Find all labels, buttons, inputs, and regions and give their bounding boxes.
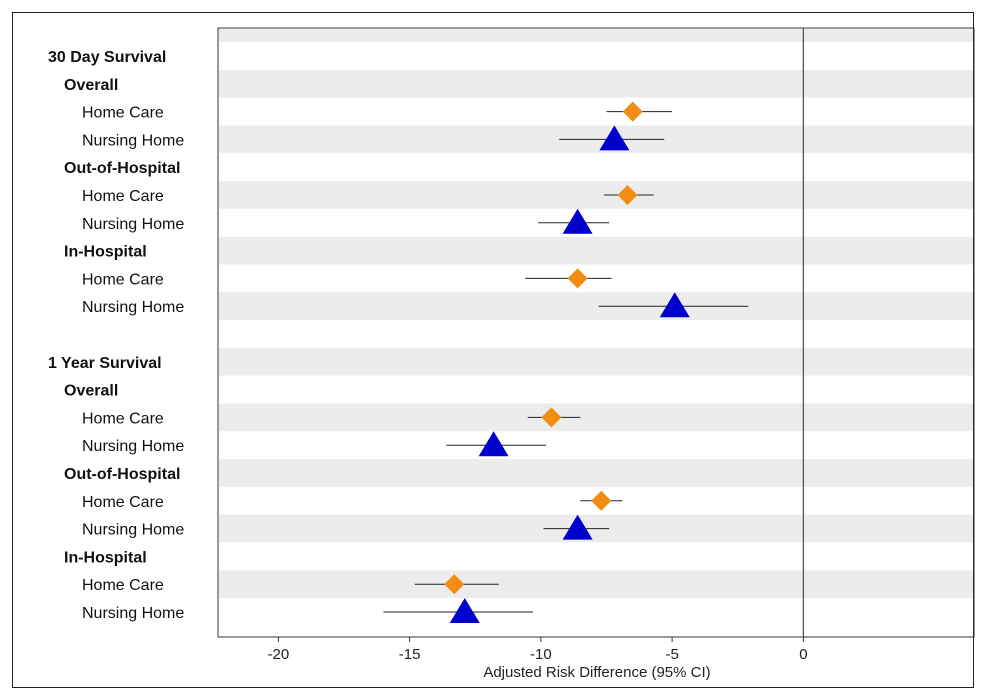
row-label: Home Care [82,271,164,288]
x-tick-label: -5 [665,646,678,663]
row-label: Nursing Home [82,216,184,233]
row-label: Nursing Home [82,132,184,149]
row-label: Home Care [82,410,164,427]
row-label: Home Care [82,494,164,511]
row-band [219,320,973,348]
point-estimate-triangle [562,514,593,540]
row-band [219,431,973,460]
row-label: Overall [64,383,118,400]
point-estimate-triangle [478,431,509,457]
point-estimates [444,101,690,623]
row-label: In-Hospital [64,549,147,566]
row-band [219,598,973,626]
row-label: Overall [64,77,118,94]
point-estimate-diamond [591,490,612,511]
row-band [219,347,973,376]
row-band [219,42,973,70]
x-tick-label: -20 [268,646,290,663]
row-band [219,69,973,98]
row-label: Nursing Home [82,438,184,455]
row-label: Nursing Home [82,522,184,539]
row-band [219,29,973,43]
x-tick-label: -10 [530,646,552,663]
point-estimate-triangle [659,292,690,318]
row-band [219,181,973,209]
row-label: 1 Year Survival [48,355,162,372]
row-band [219,236,973,265]
point-estimate-diamond [444,574,465,595]
row-label: Nursing Home [82,299,184,316]
row-label: Home Care [82,577,164,594]
plot-area-border [217,27,975,638]
x-tick-label: 0 [799,646,807,663]
row-label: Out-of-Hospital [64,160,180,177]
x-tick-label: -15 [399,646,421,663]
row-label: In-Hospital [64,244,147,261]
point-estimate-triangle [599,125,630,151]
row-band [219,292,973,321]
row-bands [219,29,973,626]
row-band [219,153,973,182]
point-estimate-triangle [562,208,593,234]
row-band [219,403,973,432]
x-axis-label: Adjusted Risk Difference (95% CI) [483,664,710,681]
point-estimate-triangle [449,598,480,623]
point-estimate-diamond [622,101,643,122]
row-label: Home Care [82,105,164,122]
row-labels: 30 Day Survival Overall Home Care Nursing H… [48,49,184,622]
point-estimate-diamond [567,268,588,289]
row-band [219,97,973,126]
row-label: Out-of-Hospital [64,466,180,483]
point-estimate-diamond [541,407,562,428]
row-band [219,542,973,571]
row-label: 30 Day Survival [48,49,166,66]
point-estimate-diamond [617,185,638,205]
row-band [219,459,973,487]
x-axis-ticks: -20 -15 -10 -5 0 [268,637,808,663]
row-label: Nursing Home [82,605,184,622]
row-label: Home Care [82,188,164,205]
row-band [219,375,973,404]
row-band [219,570,973,599]
